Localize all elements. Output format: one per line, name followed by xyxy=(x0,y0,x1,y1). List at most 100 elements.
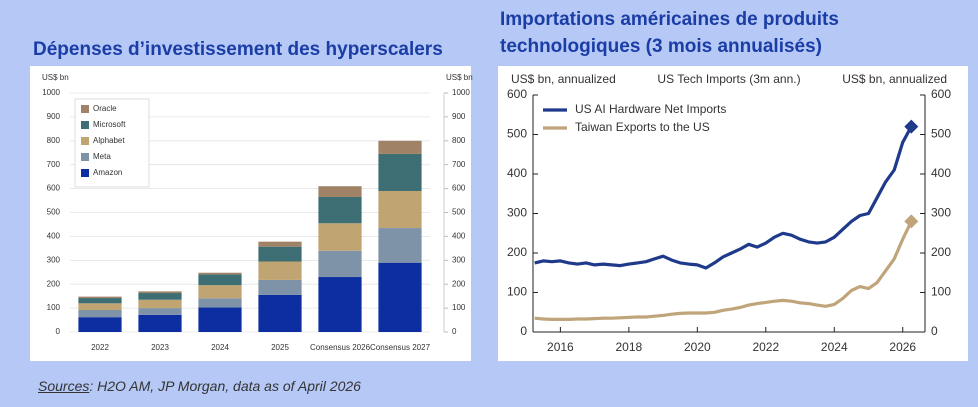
x-tick-label: Consensus 2027 xyxy=(370,343,431,352)
sources-text: : H2O AM, JP Morgan, data as of April 20… xyxy=(89,378,361,394)
legend-label: Alphabet xyxy=(93,136,125,145)
legend-swatch xyxy=(81,137,89,145)
y2-tick-label: 500 xyxy=(452,208,466,217)
bar-segment xyxy=(198,274,242,286)
x-tick-label: 2016 xyxy=(547,340,574,354)
y-tick-label: 500 xyxy=(47,208,61,217)
bar-segment xyxy=(318,277,362,332)
bar-segment xyxy=(198,298,242,308)
y2-tick-label: 400 xyxy=(931,166,951,180)
legend-swatch xyxy=(81,169,89,177)
y2-tick-label: 100 xyxy=(931,285,951,299)
y-tick-label: 100 xyxy=(47,303,61,312)
y-axis-label: US$ bn, annualized xyxy=(511,72,616,86)
x-tick-label: 2024 xyxy=(821,340,848,354)
bar-segment xyxy=(78,298,122,304)
bar-segment xyxy=(318,186,362,197)
bar-segment xyxy=(138,299,182,309)
y2-tick-label: 300 xyxy=(452,255,466,264)
y-tick-label: 400 xyxy=(507,166,527,180)
legend-label: Taiwan Exports to the US xyxy=(575,120,710,134)
y-tick-label: 1000 xyxy=(42,88,60,97)
x-tick-label: 2018 xyxy=(616,340,643,354)
bar-segment xyxy=(138,308,182,315)
y-tick-label: 300 xyxy=(507,206,527,220)
bar-segment xyxy=(138,314,182,332)
y-tick-label: 100 xyxy=(507,285,527,299)
y2-tick-label: 100 xyxy=(452,303,466,312)
y-tick-label: 0 xyxy=(520,324,527,338)
bar-segment xyxy=(198,285,242,299)
y-tick-label: 800 xyxy=(47,136,61,145)
x-tick-label: 2024 xyxy=(211,343,229,352)
y-tick-label: 500 xyxy=(507,127,527,141)
y-axis-label: US$ bn xyxy=(42,73,69,82)
bar-segment xyxy=(318,196,362,224)
legend-label: Microsoft xyxy=(93,120,126,129)
y2-tick-label: 600 xyxy=(452,184,466,193)
bar-segment xyxy=(198,307,242,332)
line xyxy=(534,220,913,321)
x-tick-label: 2020 xyxy=(684,340,711,354)
slide-title: Dépenses d’investissement des hyperscale… xyxy=(33,39,443,60)
bar-segment xyxy=(378,190,422,229)
line xyxy=(534,125,913,270)
legend-label: US AI Hardware Net Imports xyxy=(575,102,726,116)
y2-tick-label: 800 xyxy=(452,136,466,145)
bar-segment xyxy=(378,153,422,191)
y-tick-label: 200 xyxy=(507,245,527,259)
y-tick-label: 400 xyxy=(47,232,61,241)
bar-segment xyxy=(138,291,182,294)
legend-label: Oracle xyxy=(93,104,117,113)
bar-segment xyxy=(318,250,362,278)
legend-swatch xyxy=(81,105,89,113)
y-tick-label: 900 xyxy=(47,112,61,121)
y-tick-label: 700 xyxy=(47,160,61,169)
bar-segment xyxy=(78,303,122,311)
y-tick-label: 600 xyxy=(47,184,61,193)
bar-segment xyxy=(258,241,302,247)
y2-tick-label: 900 xyxy=(452,112,466,121)
x-tick-label: Consensus 2026 xyxy=(310,343,371,352)
y2-tick-label: 200 xyxy=(931,245,951,259)
bar-segment xyxy=(78,296,122,299)
x-tick-label: 2023 xyxy=(151,343,169,352)
x-tick-label: 2022 xyxy=(91,343,109,352)
x-tick-label: 2026 xyxy=(889,340,916,354)
legend-label: Meta xyxy=(93,152,111,161)
bar-segment xyxy=(78,317,122,332)
y2-tick-label: 0 xyxy=(931,324,938,338)
sources-label: Sources xyxy=(38,378,90,394)
y-tick-label: 0 xyxy=(56,327,61,336)
y-tick-label: 200 xyxy=(47,279,61,288)
y-tick-label: 600 xyxy=(507,87,527,101)
chart-panel xyxy=(498,66,968,361)
bar-segment xyxy=(78,310,122,318)
y2-tick-label: 0 xyxy=(452,327,457,336)
bar-segment xyxy=(198,272,242,275)
x-tick-label: 2025 xyxy=(271,343,289,352)
y2-tick-label: 700 xyxy=(452,160,466,169)
y2-axis-label: US$ bn, annualized xyxy=(842,72,947,86)
legend-swatch xyxy=(81,153,89,161)
x-tick-label: 2022 xyxy=(752,340,779,354)
charts: 0100200300400500600700800900100001002003… xyxy=(30,66,968,361)
chart-title: US Tech Imports (3m ann.) xyxy=(657,72,800,86)
bar-segment xyxy=(138,293,182,300)
y2-axis-label: US$ bn xyxy=(446,73,473,82)
y2-tick-label: 1000 xyxy=(452,88,470,97)
end-marker xyxy=(904,214,919,229)
y2-tick-label: 200 xyxy=(452,279,466,288)
legend-swatch xyxy=(81,121,89,129)
bar-segment xyxy=(318,223,362,251)
y2-tick-label: 400 xyxy=(452,232,466,241)
y-tick-label: 300 xyxy=(47,255,61,264)
bar-segment xyxy=(378,140,422,154)
bar-segment xyxy=(258,279,302,295)
bar-segment xyxy=(378,228,422,263)
end-marker xyxy=(904,119,919,134)
y2-tick-label: 600 xyxy=(931,87,951,101)
y2-tick-label: 500 xyxy=(931,127,951,141)
bar-segment xyxy=(258,261,302,280)
